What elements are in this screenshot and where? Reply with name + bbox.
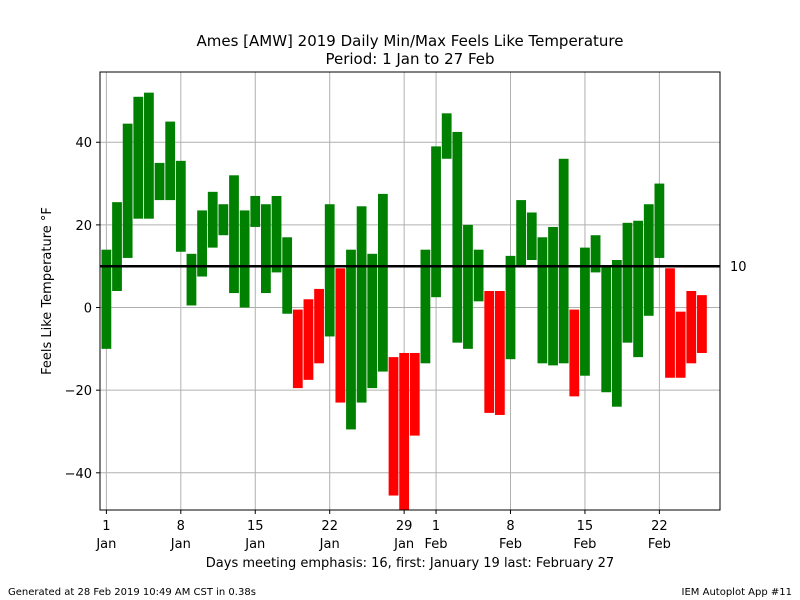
plot-area-frame xyxy=(99,71,721,511)
temperature-bar xyxy=(314,288,324,364)
chart-subtitle: Period: 1 Jan to 27 Feb xyxy=(325,50,494,68)
temperature-bar xyxy=(144,92,154,219)
temperature-bar xyxy=(569,309,580,397)
temperature-bar xyxy=(175,160,186,252)
temperature-bar xyxy=(409,352,420,436)
temperature-bar xyxy=(356,206,367,403)
temperature-bar xyxy=(122,123,133,258)
y-tick-label: 20 xyxy=(75,219,92,234)
temperature-bar xyxy=(463,224,473,349)
temperature-bar xyxy=(420,249,431,364)
y-tick-label: 40 xyxy=(75,136,92,151)
x-tick-label-day: 15 xyxy=(247,519,264,534)
temperature-bar xyxy=(377,193,388,372)
temperature-bar xyxy=(101,249,112,349)
x-tick-label-day: 8 xyxy=(506,519,514,534)
temperature-bar xyxy=(335,268,346,403)
temperature-bar xyxy=(686,291,697,364)
temperature-bar xyxy=(229,175,239,294)
x-tick-label-month: Feb xyxy=(499,537,522,552)
temperature-bar xyxy=(441,113,452,159)
y-tick-label: −20 xyxy=(65,384,92,399)
temperature-bar xyxy=(282,237,293,314)
temperature-bar xyxy=(494,291,505,415)
temperature-bar xyxy=(654,183,665,258)
temperature-bar xyxy=(303,299,314,380)
temperature-bar xyxy=(548,226,558,366)
x-tick-label-day: 1 xyxy=(102,519,110,534)
x-axis-label: Days meeting emphasis: 16, first: Januar… xyxy=(206,556,614,571)
temperature-bar xyxy=(580,247,590,376)
temperature-bar xyxy=(261,204,271,294)
x-tick-label-day: 22 xyxy=(651,519,668,534)
x-tick-label-day: 1 xyxy=(432,519,440,534)
temperature-bar xyxy=(165,121,176,201)
x-tick-label-month: Jan xyxy=(319,537,340,552)
temperature-bar xyxy=(112,202,122,291)
temperature-bar xyxy=(186,253,197,306)
temperature-bar xyxy=(526,212,537,261)
temperature-bar xyxy=(292,309,303,389)
temperature-bar xyxy=(665,268,675,378)
x-tick-label-month: Jan xyxy=(393,537,414,552)
temperature-bar xyxy=(505,255,516,360)
temperature-bar xyxy=(399,352,410,510)
temperature-bar xyxy=(239,210,250,308)
temperature-bar xyxy=(218,204,229,236)
x-tick-label-month: Jan xyxy=(95,537,116,552)
x-tick-label-month: Jan xyxy=(244,537,265,552)
x-tick-label-day: 29 xyxy=(396,519,413,534)
temperature-bar xyxy=(431,146,441,298)
temperature-bar xyxy=(590,235,601,273)
temperature-bar xyxy=(558,158,569,364)
temperature-bar xyxy=(675,311,686,378)
footer-generated-text: Generated at 28 Feb 2019 10:49 AM CST in… xyxy=(8,587,256,598)
x-axis-ticks: 1 Jan 8 Jan 15 Jan 22 Jan 29 Jan 1 Feb 8 Feb 15 Feb 22 Fe… xyxy=(95,510,671,552)
temperature-bar xyxy=(697,295,707,353)
temperature-bar xyxy=(452,131,463,343)
temperature-bar xyxy=(324,204,335,337)
bars xyxy=(101,92,707,510)
temperature-bar xyxy=(516,200,527,267)
y-tick-label: 0 xyxy=(84,302,92,317)
temperature-bar xyxy=(346,249,356,430)
threshold-label: 10 xyxy=(730,260,747,275)
x-tick-label-day: 8 xyxy=(177,519,185,534)
temperature-bar xyxy=(601,266,612,393)
x-tick-label-month: Feb xyxy=(573,537,596,552)
x-tick-label-day: 15 xyxy=(577,519,594,534)
temperature-bar xyxy=(611,260,622,407)
y-axis-label: Feels Like Temperature °F xyxy=(40,207,55,375)
x-tick-label-month: Feb xyxy=(648,537,671,552)
temperature-bar xyxy=(154,162,165,201)
temperature-bar xyxy=(388,357,399,496)
chart-title: Ames [AMW] 2019 Daily Min/Max Feels Like… xyxy=(196,32,623,50)
x-tick-label-month: Jan xyxy=(170,537,191,552)
y-axis-ticks: −40 −20 0 20 40 xyxy=(65,136,100,482)
temperature-bar xyxy=(133,96,144,219)
temperature-bar xyxy=(484,291,495,413)
temperature-bar xyxy=(207,191,218,248)
temperature-bar xyxy=(622,222,633,343)
temperature-bar xyxy=(367,253,378,389)
temperature-bar xyxy=(633,220,644,358)
threshold-group: 10 xyxy=(100,260,747,275)
footer-app-text: IEM Autoplot App #11 xyxy=(682,587,792,598)
temperature-bar xyxy=(643,204,654,316)
x-tick-label-month: Feb xyxy=(425,537,448,552)
temperature-bar xyxy=(271,195,282,273)
temperature-bar xyxy=(473,249,484,302)
temperature-bar xyxy=(197,210,207,277)
temperature-bar xyxy=(250,195,261,227)
temperature-bar xyxy=(537,237,548,364)
x-tick-label-day: 22 xyxy=(321,519,338,534)
y-tick-label: −40 xyxy=(65,467,92,482)
